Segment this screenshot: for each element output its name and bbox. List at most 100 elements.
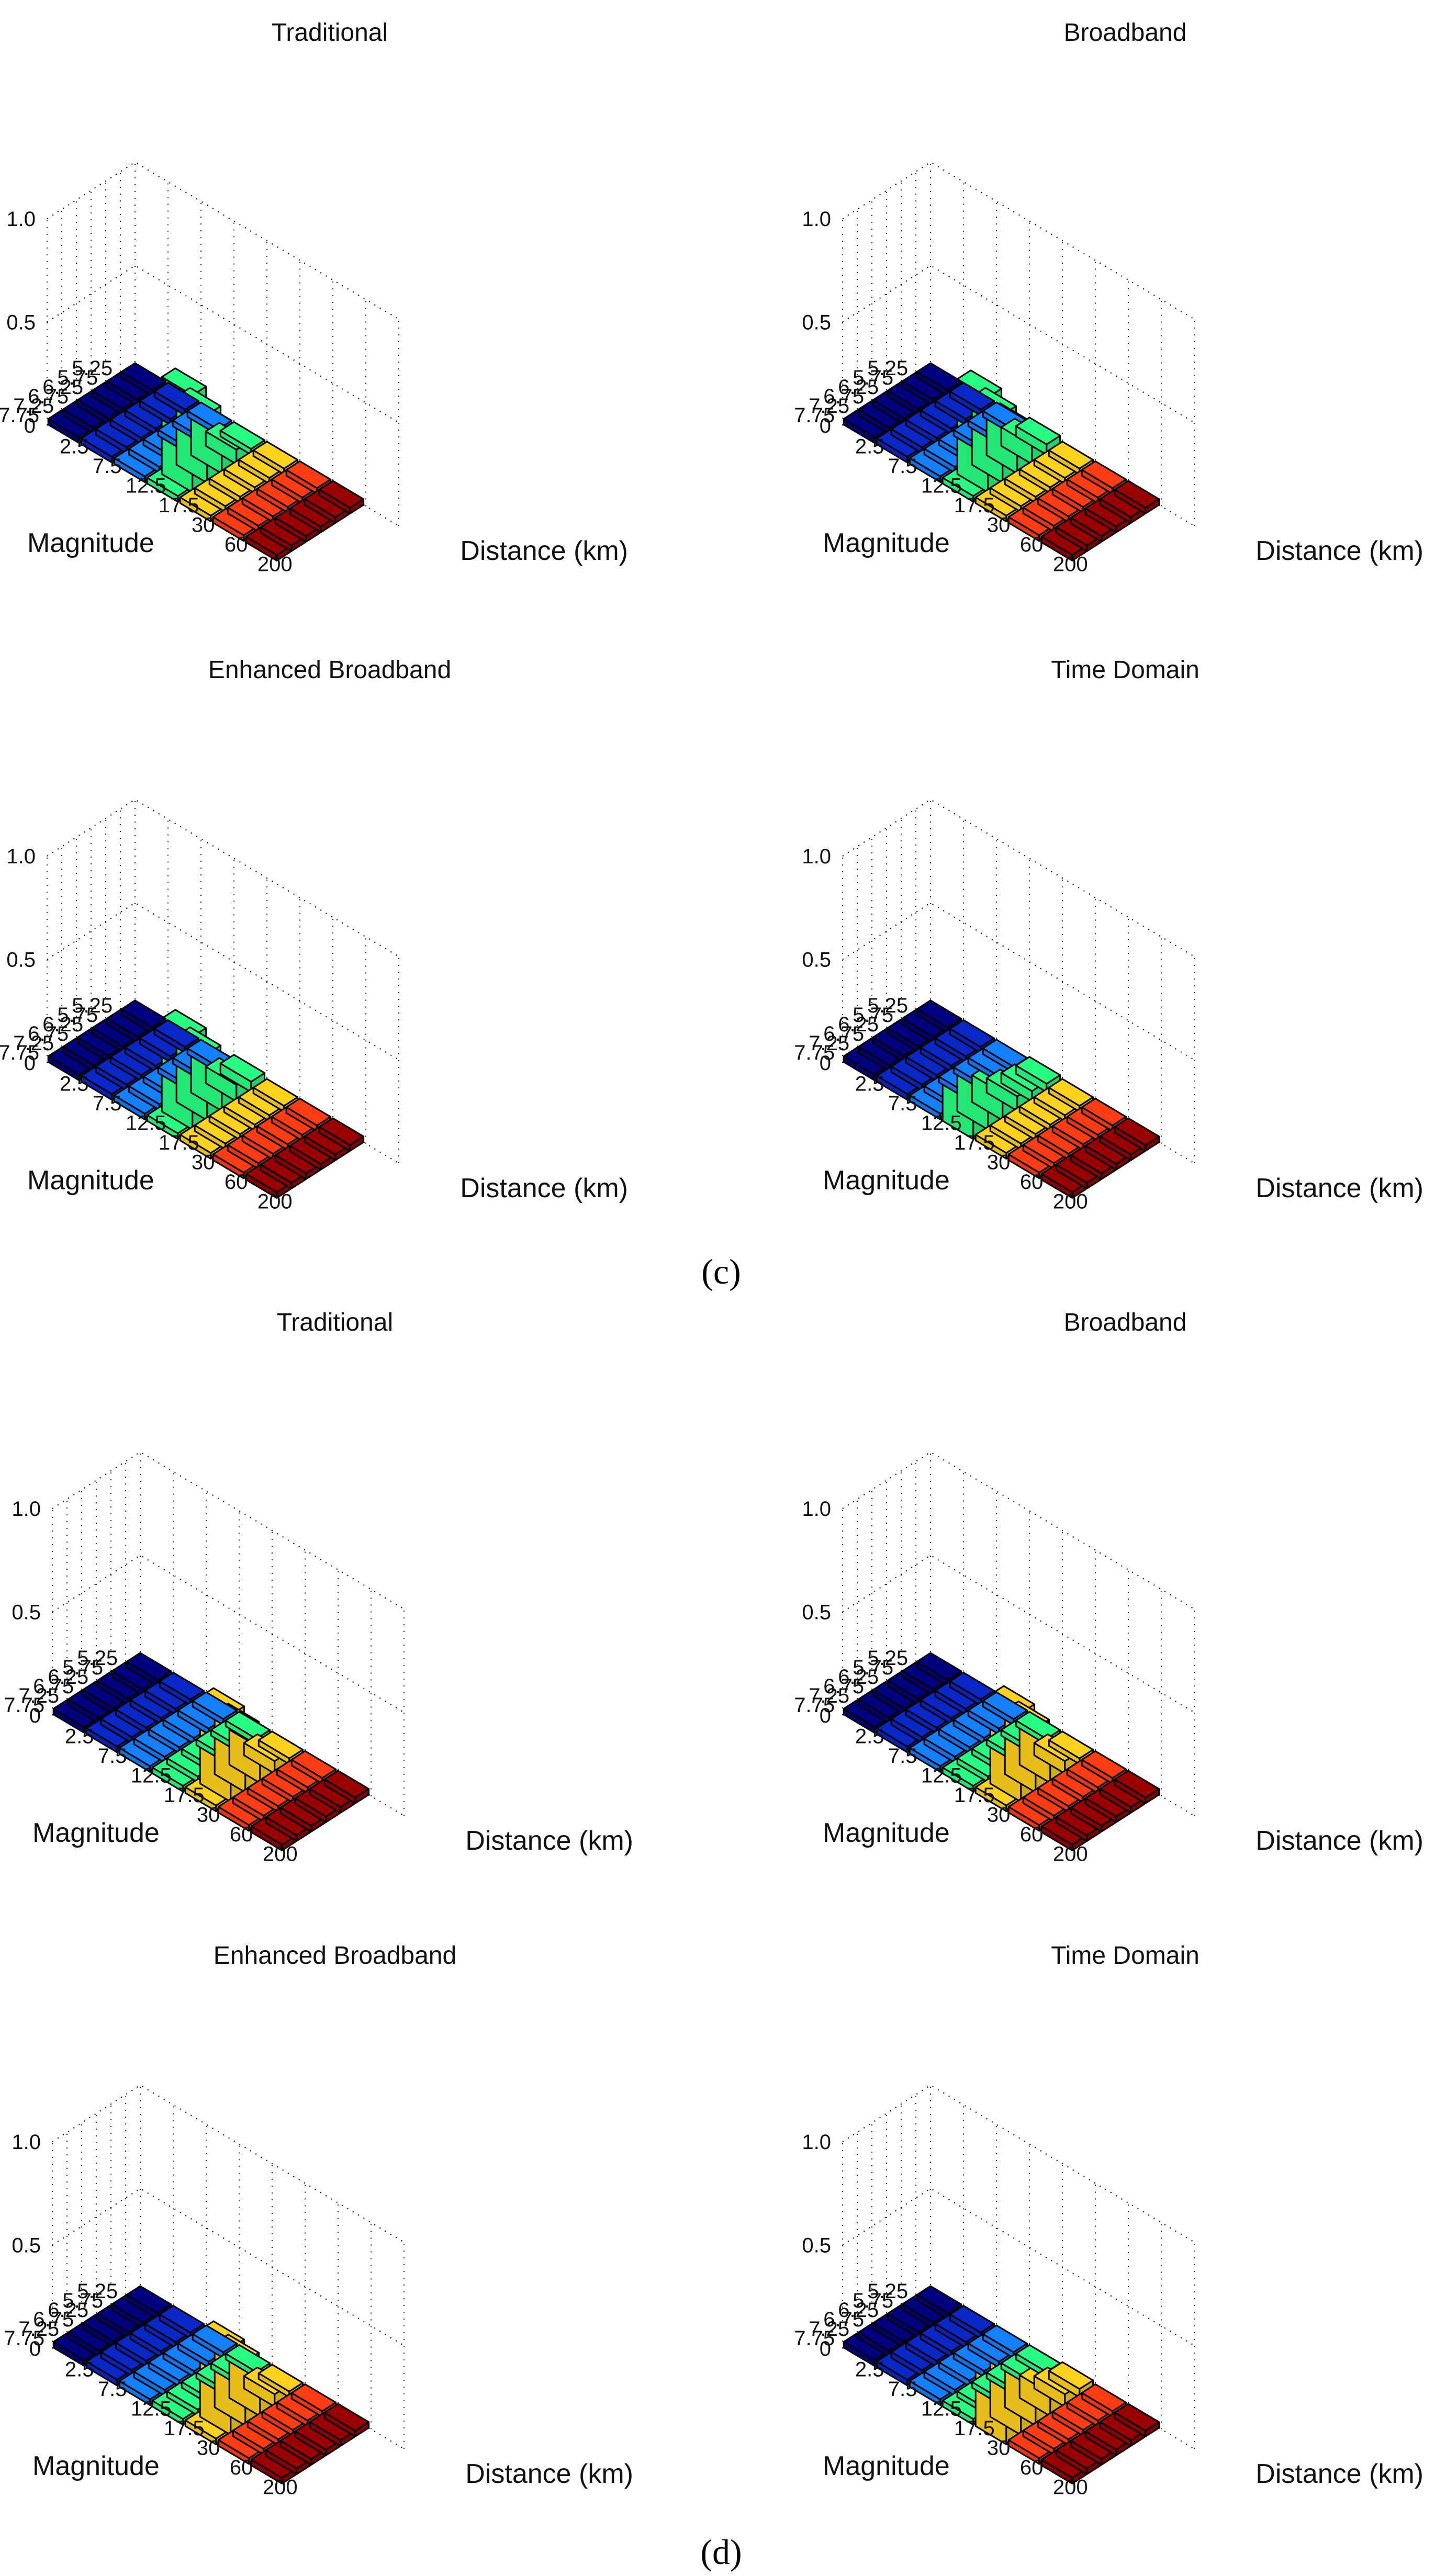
floor-tile	[126, 1652, 172, 1686]
z-tick: 0.5	[6, 949, 36, 972]
distance-tick: 30	[987, 513, 1011, 536]
z-tick: 1.0	[12, 1498, 41, 1521]
distance-tick: 200	[257, 553, 293, 576]
magnitude-tick: 7.75	[794, 1041, 835, 1064]
distance-tick: 30	[197, 2436, 220, 2459]
grid	[47, 798, 399, 1164]
floor-tile	[967, 2334, 1014, 2368]
floor-tile	[276, 2392, 322, 2427]
panel-title: Enhanced Broadband	[208, 656, 451, 684]
panel-4: 0 0.5 1.0 5.255.756.256.757.257.75 2.57.512.…	[794, 656, 1423, 1213]
distance-tick: 17.5	[954, 1784, 995, 1807]
z-tick: 0.5	[802, 949, 831, 972]
magnitude-tick: 7.75	[794, 404, 835, 427]
y-axis-label: Magnitude	[823, 1818, 950, 1848]
floor-tile	[118, 2371, 165, 2406]
floor-tile	[1114, 1117, 1160, 1152]
x-axis-label: Distance (km)	[460, 1173, 628, 1203]
floor-tile	[289, 1136, 335, 1171]
magnitude-tick: 5.25	[867, 357, 908, 380]
magnitude-tick: 6.75	[28, 1022, 69, 1045]
distance-tick: 200	[263, 2476, 298, 2499]
floor-tile	[318, 480, 365, 514]
distance-tick: 7.5	[888, 1092, 917, 1115]
distance-tick: 7.5	[888, 2378, 917, 2401]
magnitude-tick: 6.75	[823, 1675, 864, 1698]
z-tick: 0	[820, 1052, 831, 1075]
floor-tile	[67, 1690, 114, 1724]
distance-tick: 60	[230, 1823, 253, 1846]
floor-tile	[843, 2332, 889, 2367]
distance-tick: 60	[225, 1171, 248, 1194]
floor-tile	[309, 1779, 355, 1814]
floor-tile	[949, 2304, 995, 2339]
magnitude-tick: 7.75	[0, 404, 39, 427]
bar	[1015, 1056, 1061, 1093]
z-tick: 1.0	[6, 208, 36, 231]
magnitude-tick: 5.75	[853, 366, 893, 389]
distance-tick: 60	[1020, 1823, 1044, 1846]
distance-tick: 17.5	[164, 1784, 205, 1807]
panel-8: 0 0.5 1.0 5.255.756.256.757.257.75 2.57.512.…	[794, 1942, 1423, 2499]
z-tick: 0	[820, 1704, 831, 1727]
floor-tile	[982, 2324, 1028, 2359]
floor-tile	[80, 1066, 127, 1101]
floor-tile	[318, 1117, 365, 1152]
magnitude-tick: 5.75	[57, 366, 98, 389]
magnitude-tick: 5.75	[62, 2289, 103, 2312]
floor-tile	[309, 2412, 355, 2447]
distance-tick: 30	[192, 513, 215, 536]
distance-tick: 30	[987, 1803, 1011, 1826]
z-tick: 0	[24, 414, 36, 437]
magnitude-tick: 5.75	[853, 1656, 893, 1679]
floor-tile	[876, 1066, 922, 1101]
y-axis-label: Magnitude	[32, 1818, 160, 1848]
magnitude-tick: 6.75	[823, 1022, 864, 1045]
y-axis-label: Magnitude	[27, 1165, 154, 1196]
floor-tile	[250, 2450, 297, 2484]
magnitude-tick: 5.75	[57, 1004, 98, 1027]
magnitude-tick: 7.75	[4, 2327, 44, 2350]
magnitude-tick: 6.25	[838, 1666, 879, 1689]
distance-tick: 17.5	[954, 1131, 995, 1154]
panel-title: Time Domain	[1051, 1942, 1200, 1970]
distance-tick: 7.5	[93, 455, 122, 478]
floor-tile	[245, 1164, 292, 1199]
distance-tick: 200	[257, 1190, 293, 1213]
magnitude-tick: 6.75	[28, 385, 69, 408]
distance-tick: 2.5	[60, 435, 89, 458]
floor-tile	[323, 2403, 370, 2437]
caption-c: (c)	[701, 1252, 741, 1291]
floor-tile	[238, 1087, 284, 1122]
magnitude-tick: 7.75	[0, 1041, 39, 1064]
x-axis-label: Distance (km)	[465, 2459, 633, 2489]
distance-tick: 60	[1020, 2456, 1044, 2479]
distance-tick: 12.5	[921, 1111, 962, 1134]
z-tick: 0.5	[802, 311, 831, 334]
grid	[842, 798, 1195, 1164]
magnitude-tick: 5.75	[853, 1004, 893, 1027]
magnitude-tick: 6.25	[838, 376, 879, 399]
floor-tile	[1048, 1730, 1094, 1765]
grid	[52, 1451, 405, 1816]
floor-tile	[909, 448, 955, 483]
x-axis-label: Distance (km)	[465, 1826, 633, 1856]
magnitude-tick: 6.75	[823, 2308, 864, 2331]
distance-tick: 7.5	[93, 1092, 122, 1115]
panel-7: 0 0.5 1.0 5.255.756.256.757.257.75 2.57.512.…	[4, 1942, 633, 2499]
floor-tile	[1070, 1798, 1116, 1832]
panel-2: 0 0.5 1.0 5.255.756.256.757.257.75 2.57.512.…	[794, 19, 1423, 576]
floor-tile	[876, 1718, 922, 1753]
distance-tick: 60	[1020, 533, 1044, 556]
magnitude-tick: 5.25	[867, 994, 908, 1017]
floor-tile	[1040, 1164, 1087, 1199]
floor-tile	[290, 2383, 337, 2418]
panel-title: Time Domain	[1051, 656, 1200, 684]
z-tick: 0.5	[6, 311, 36, 334]
magnitude-tick: 6.25	[42, 376, 83, 399]
distance-tick: 7.5	[98, 1745, 127, 1768]
floor-tile	[148, 2353, 194, 2387]
floor-tile	[95, 419, 141, 454]
floor-tile	[208, 1106, 255, 1141]
